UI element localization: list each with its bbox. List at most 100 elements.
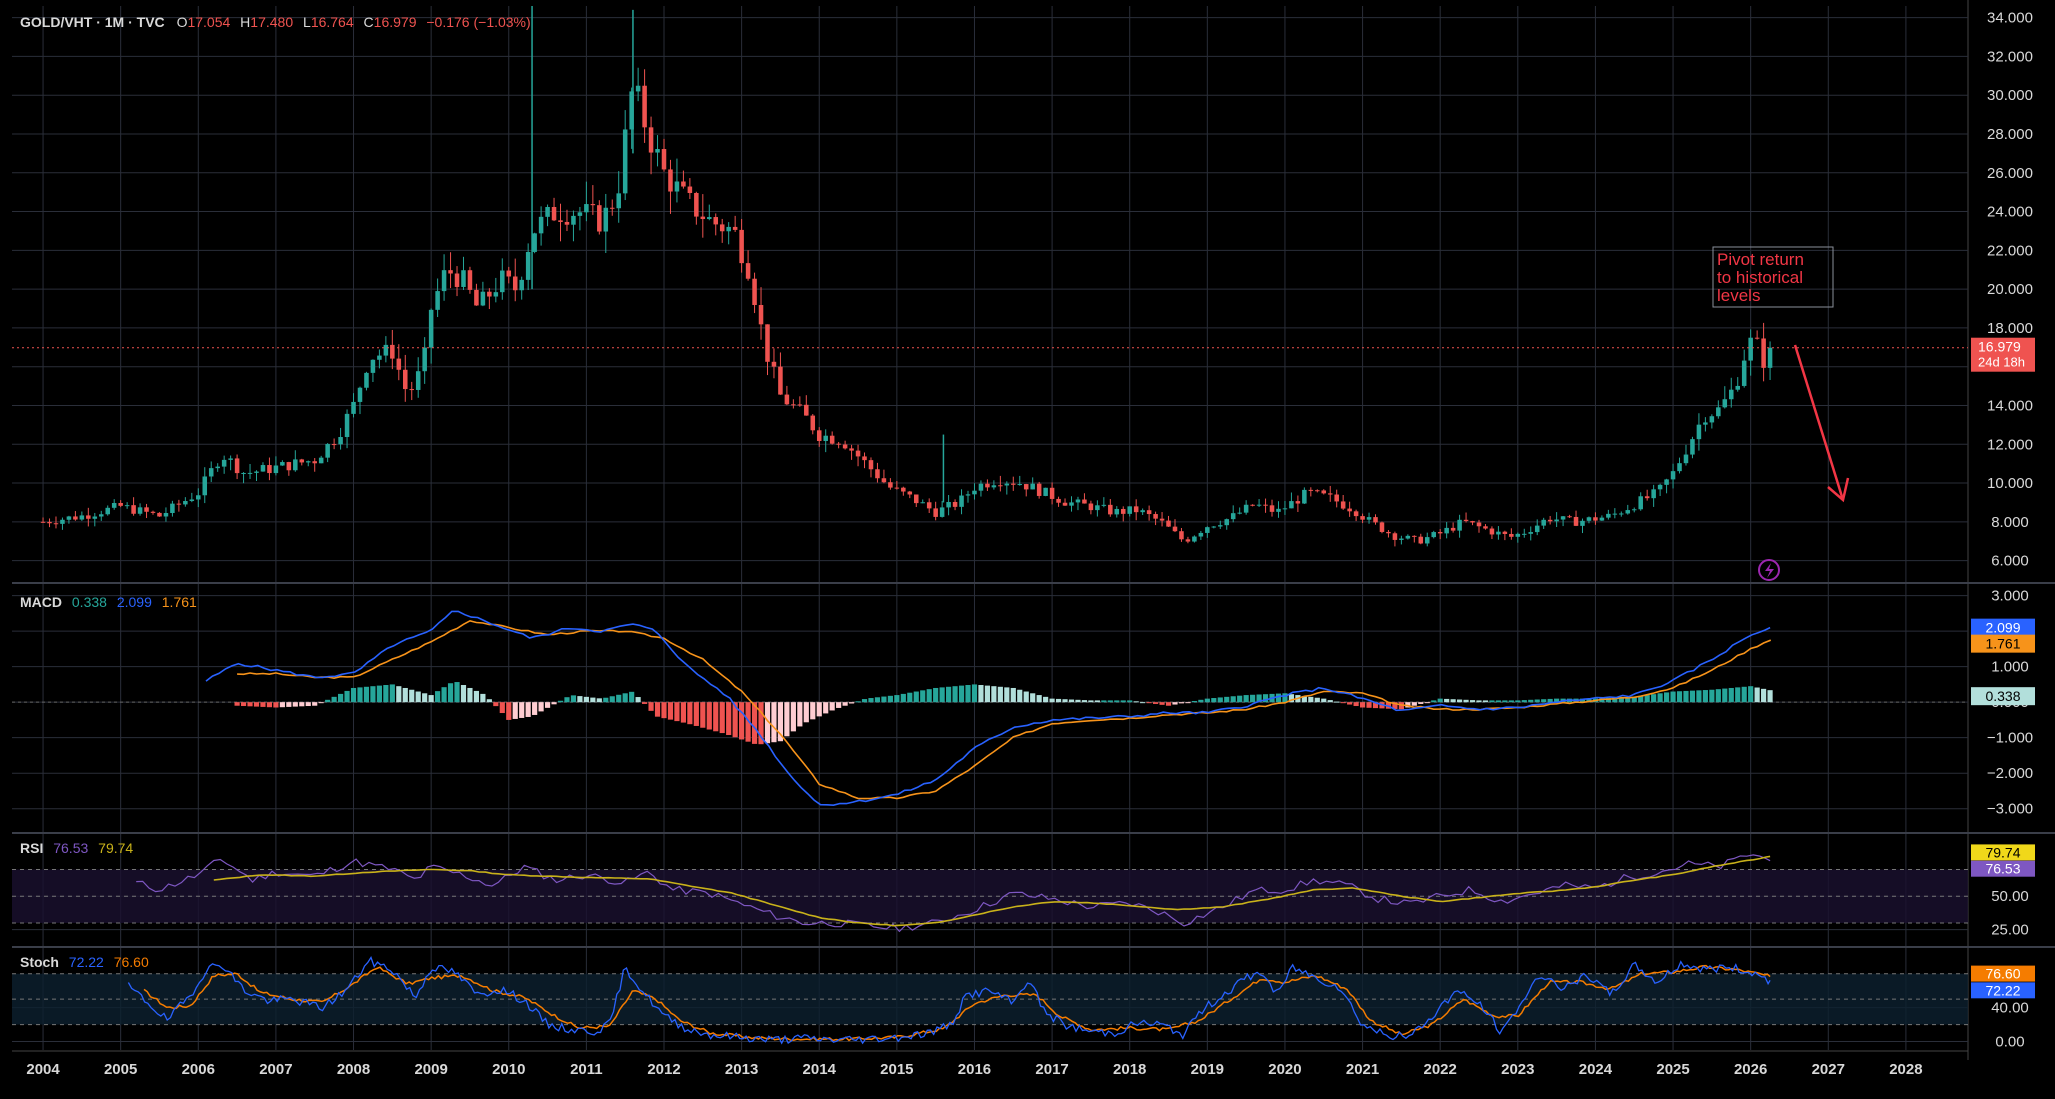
candle-body[interactable] bbox=[1573, 516, 1579, 526]
candle-body[interactable] bbox=[577, 212, 583, 216]
candle-body[interactable] bbox=[137, 507, 143, 514]
candle-body[interactable] bbox=[351, 401, 356, 414]
candle-body[interactable] bbox=[1625, 510, 1631, 514]
candle-body[interactable] bbox=[357, 387, 363, 402]
candle-body[interactable] bbox=[487, 291, 492, 297]
candle-body[interactable] bbox=[1496, 531, 1501, 535]
candle-body[interactable] bbox=[1127, 506, 1132, 514]
candle-body[interactable] bbox=[933, 508, 938, 517]
candle-body[interactable] bbox=[1405, 535, 1411, 539]
candle-body[interactable] bbox=[396, 358, 402, 370]
candle-body[interactable] bbox=[681, 181, 686, 187]
candle-body[interactable] bbox=[1412, 535, 1417, 537]
candle-body[interactable] bbox=[435, 291, 440, 310]
rsi-line[interactable] bbox=[136, 854, 1771, 933]
candle-body[interactable] bbox=[836, 443, 841, 445]
candle-body[interactable] bbox=[467, 270, 473, 290]
candle-body[interactable] bbox=[221, 459, 227, 467]
candle-body[interactable] bbox=[551, 206, 557, 221]
candle-body[interactable] bbox=[985, 483, 990, 488]
candle-body[interactable] bbox=[765, 324, 770, 362]
candle-body[interactable] bbox=[1612, 513, 1618, 515]
candle-body[interactable] bbox=[1011, 483, 1016, 485]
candle-body[interactable] bbox=[726, 226, 731, 232]
candle-body[interactable] bbox=[1211, 526, 1217, 528]
candle-body[interactable] bbox=[1276, 508, 1281, 512]
candle-body[interactable] bbox=[66, 516, 72, 520]
candle-body[interactable] bbox=[512, 276, 518, 291]
candle-body[interactable] bbox=[661, 149, 667, 170]
candle-body[interactable] bbox=[111, 503, 117, 508]
candle-body[interactable] bbox=[1586, 517, 1592, 521]
candle-body[interactable] bbox=[642, 85, 647, 128]
candle-body[interactable] bbox=[1243, 504, 1249, 513]
candle-body[interactable] bbox=[1237, 512, 1242, 514]
candle-body[interactable] bbox=[875, 469, 880, 479]
candle-body[interactable] bbox=[448, 270, 453, 274]
candle-body[interactable] bbox=[804, 404, 809, 416]
candle-body[interactable] bbox=[816, 430, 822, 442]
macd-signal-badge[interactable] bbox=[1971, 634, 2035, 653]
candle-body[interactable] bbox=[390, 344, 395, 359]
candle-body[interactable] bbox=[422, 347, 427, 372]
candle-body[interactable] bbox=[118, 503, 123, 506]
lightning-icon[interactable] bbox=[1758, 559, 1780, 581]
candle-body[interactable] bbox=[648, 127, 654, 153]
candle-body[interactable] bbox=[1030, 483, 1035, 490]
stoch-pane[interactable] bbox=[12, 956, 1968, 1045]
candle-body[interactable] bbox=[176, 503, 182, 505]
candle-body[interactable] bbox=[1651, 489, 1656, 499]
candle-body[interactable] bbox=[196, 495, 201, 500]
candle-body[interactable] bbox=[959, 495, 964, 507]
candle-body[interactable] bbox=[98, 514, 104, 517]
candle-body[interactable] bbox=[584, 204, 589, 213]
candle-body[interactable] bbox=[616, 193, 621, 209]
candle-body[interactable] bbox=[1069, 502, 1074, 506]
candle-body[interactable] bbox=[170, 503, 175, 513]
candle-body[interactable] bbox=[855, 450, 861, 457]
stoch-legend[interactable]: Stoch 72.22 76.60 bbox=[20, 954, 149, 970]
candle-body[interactable] bbox=[1114, 508, 1120, 515]
candle-body[interactable] bbox=[532, 233, 537, 252]
candle-body[interactable] bbox=[939, 507, 945, 517]
candle-body[interactable] bbox=[1541, 519, 1546, 526]
candle-body[interactable] bbox=[1670, 471, 1676, 480]
price-pane[interactable] bbox=[12, 6, 1968, 547]
candle-body[interactable] bbox=[1444, 527, 1449, 534]
candle-body[interactable] bbox=[920, 502, 925, 504]
candle-body[interactable] bbox=[1547, 519, 1553, 522]
candle-body[interactable] bbox=[86, 515, 91, 519]
candle-body[interactable] bbox=[674, 181, 680, 192]
candle-body[interactable] bbox=[1289, 501, 1294, 509]
candle-body[interactable] bbox=[1741, 360, 1747, 386]
candle-body[interactable] bbox=[868, 460, 874, 470]
candle-body[interactable] bbox=[700, 216, 706, 220]
candle-body[interactable] bbox=[1528, 532, 1534, 534]
candle-body[interactable] bbox=[40, 521, 46, 523]
candle-body[interactable] bbox=[998, 485, 1003, 487]
candle-body[interactable] bbox=[1140, 510, 1145, 513]
candle-body[interactable] bbox=[241, 472, 246, 474]
candle-body[interactable] bbox=[558, 220, 563, 222]
candle-body[interactable] bbox=[1282, 508, 1288, 510]
candle-body[interactable] bbox=[1722, 399, 1728, 408]
candle-body[interactable] bbox=[1644, 496, 1650, 499]
candle-body[interactable] bbox=[965, 494, 971, 496]
candle-body[interactable] bbox=[1437, 532, 1443, 534]
candle-body[interactable] bbox=[1230, 513, 1236, 520]
candle-body[interactable] bbox=[1386, 531, 1391, 534]
candle-body[interactable] bbox=[1269, 505, 1275, 512]
candle-body[interactable] bbox=[525, 251, 531, 280]
rsi-badge[interactable] bbox=[1971, 860, 2035, 877]
candle-body[interactable] bbox=[842, 444, 848, 449]
candle-body[interactable] bbox=[991, 485, 997, 488]
candle-body[interactable] bbox=[1004, 483, 1010, 486]
candle-body[interactable] bbox=[972, 490, 977, 495]
macd-legend[interactable]: MACD 0.338 2.099 1.761 bbox=[20, 594, 197, 610]
candle-body[interactable] bbox=[454, 273, 460, 287]
candle-body[interactable] bbox=[1489, 528, 1495, 535]
candle-body[interactable] bbox=[635, 85, 641, 92]
candle-body[interactable] bbox=[1703, 422, 1708, 425]
candle-body[interactable] bbox=[823, 435, 828, 442]
